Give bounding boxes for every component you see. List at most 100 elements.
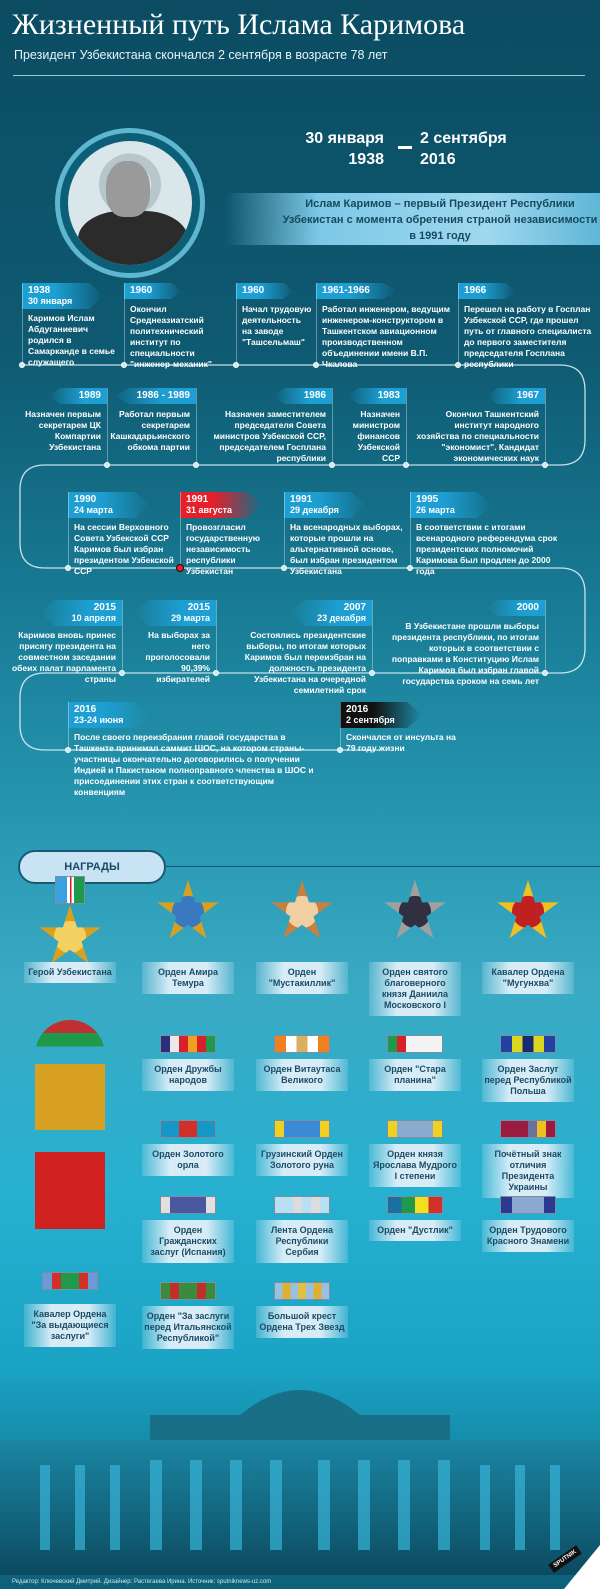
event-stem (545, 388, 546, 465)
medal-image (384, 880, 446, 939)
event-marker (65, 747, 71, 753)
event-flag: 2015 29 марта (134, 600, 216, 626)
award-label: Кавалер Ордена "Мугунхва" (482, 962, 574, 994)
event-marker (455, 362, 461, 368)
event-text: Провозгласил государственную независимос… (186, 522, 261, 576)
date-dash (398, 146, 412, 149)
event-flag: 1986 (274, 388, 332, 404)
event-flag: 1983 (348, 388, 406, 404)
event-marker (65, 565, 71, 571)
event-stem (68, 492, 69, 568)
event-flag: 1991 31 августа (180, 492, 262, 518)
event-date: 23 декабря (317, 613, 366, 623)
event-stem (216, 600, 217, 673)
event-text: В Узбекистане прошли выборы президента р… (391, 621, 539, 686)
event-year: 1986 - 1989 (136, 390, 190, 401)
event-flag: 2015 10 апреля (40, 600, 122, 626)
medal-image (497, 880, 559, 939)
award-ribbon (160, 1035, 216, 1053)
award-ribbon (500, 1035, 556, 1053)
event-flag: 1989 (49, 388, 107, 404)
event-flag: 1990 24 марта (68, 492, 150, 518)
award-label: Орден князя Ярослава Мудрого I степени (369, 1144, 461, 1187)
event-stem (372, 600, 373, 673)
event-text: На выборах за него проголосовали 90,39% … (145, 630, 210, 684)
award-label: Орден Золотого орла (142, 1144, 234, 1176)
event-year: 2015 (187, 602, 210, 613)
award-ribbon (274, 1196, 330, 1214)
event-text: Окончил Среднеазиатский политехнический … (130, 304, 212, 369)
event-marker (176, 564, 184, 572)
event-text: Каримов Ислам Абдуганиевич родился в Сам… (28, 313, 115, 367)
event-text: Назначен министром финансов Узбекской СС… (352, 409, 400, 463)
event-marker (233, 362, 239, 368)
timeline-path (19, 364, 586, 751)
event-marker (281, 565, 287, 571)
event-text: На всенародных выборах, которые прошли н… (290, 522, 403, 576)
event-text: Начал трудовую деятельность на заводе "Т… (242, 304, 312, 347)
event-marker (104, 462, 110, 468)
intro-banner: Ислам Каримов – первый Президент Республ… (225, 193, 600, 245)
death-day: 2 сентября (420, 130, 507, 147)
award-ribbon (274, 1120, 330, 1138)
event-date: 31 августа (186, 505, 232, 515)
event-year: 1989 (78, 390, 101, 401)
event-flag: 1960 (236, 283, 294, 299)
event-stem (236, 283, 237, 365)
event-text: На сессии Верховного Совета Узбекской СС… (74, 522, 174, 576)
death-date: 2 сентября 2016 (420, 128, 510, 170)
event-year: 1991 (186, 494, 209, 505)
award-ribbon (387, 1120, 443, 1138)
award-ribbon (274, 1282, 330, 1300)
event-flag: 1960 (124, 283, 182, 299)
event-date: 10 апреля (71, 613, 116, 623)
award-ribbon (387, 1196, 443, 1214)
award-label: Лента Ордена Республики Сербия (256, 1220, 348, 1263)
event-text: Скончался от инсульта на 79 году жизни (346, 732, 456, 753)
event-flag: 1961-1966 (316, 283, 398, 299)
event-year: 1991 (290, 494, 313, 505)
event-stem (107, 388, 108, 465)
event-stem (22, 283, 23, 365)
event-year: 2016 (74, 704, 97, 715)
event-marker (403, 462, 409, 468)
event-text: После своего переизбрания главой государ… (74, 732, 314, 797)
event-marker (119, 670, 125, 676)
event-stem (124, 283, 125, 365)
event-marker (542, 462, 548, 468)
event-flag: 2016 23-24 июня (68, 702, 150, 728)
award-label: Орден "За заслуги перед Итальянской Респ… (142, 1306, 234, 1349)
award-label: Орден "Мустакиллик" (256, 962, 348, 994)
event-year: 1961-1966 (322, 285, 370, 296)
event-flag: 2016 2 сентября (340, 702, 422, 728)
event-flag: 1938 30 января (22, 283, 104, 309)
birth-year: 1938 (348, 151, 384, 168)
medal-image (271, 880, 333, 939)
award-ribbon (274, 1035, 330, 1053)
event-text: Назначен первым секретарем ЦК Компартии … (25, 409, 101, 452)
event-text: Назначен заместителем председателя Совет… (213, 409, 326, 463)
birth-day: 30 января (305, 130, 384, 147)
event-stem (545, 600, 546, 673)
event-flag: 1986 - 1989 (114, 388, 196, 404)
birth-date: 30 января 1938 (300, 128, 384, 170)
event-year: 1960 (130, 285, 153, 296)
award-ribbon (160, 1120, 216, 1138)
event-marker (337, 747, 343, 753)
award-label: Орден святого благоверного князя Даниила… (369, 962, 461, 1016)
award-label: Орден Амира Темура (142, 962, 234, 994)
event-text: Каримов вновь принес присягу президента … (11, 630, 116, 684)
event-stem (332, 388, 333, 465)
event-date: 23-24 июня (74, 715, 124, 725)
event-flag: 1966 (458, 283, 516, 299)
event-year: 1995 (416, 494, 439, 505)
event-stem (340, 702, 341, 750)
event-text: Перешел на работу в Госплан Узбекской СС… (464, 304, 592, 369)
big-order-medal (35, 1020, 105, 1240)
event-stem (406, 388, 407, 465)
portrait-photo (55, 128, 205, 278)
page-subtitle: Президент Узбекистана скончался 2 сентяб… (14, 48, 388, 62)
event-year: 1983 (377, 390, 400, 401)
event-date: 30 января (28, 296, 73, 306)
death-year: 2016 (420, 151, 456, 168)
